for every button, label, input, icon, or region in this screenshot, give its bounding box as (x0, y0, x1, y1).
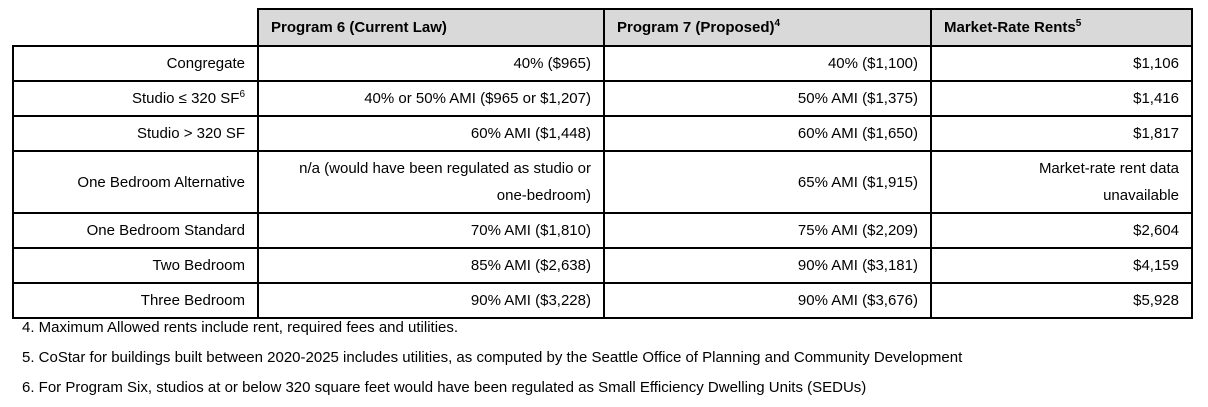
rent-comparison-table: Program 6 (Current Law) Program 7 (Propo… (12, 8, 1193, 319)
footnotes-section: 4. Maximum Allowed rents include rent, r… (22, 317, 1192, 407)
footnote-6: 6. For Program Six, studios at or below … (22, 379, 867, 396)
row-label: Three Bedroom (12, 282, 259, 319)
row-label-text: Studio ≤ 320 SF (131, 90, 240, 107)
cell-program6: 40% or 50% AMI ($965 or $1,207) (257, 80, 605, 117)
table-row-studio-small: Studio ≤ 320 SF6 40% or 50% AMI ($965 or… (12, 80, 1193, 117)
column-header-program7: Program 7 (Proposed)4 (603, 8, 932, 47)
cell-market-rate: $2,604 (930, 212, 1193, 249)
row-label-text: Studio > 320 SF (137, 125, 245, 142)
cell-program6: 70% AMI ($1,810) (257, 212, 605, 249)
cell-program6: 90% AMI ($3,228) (257, 282, 605, 319)
cell-program6: 40% ($965) (257, 45, 605, 82)
row-label-text: One Bedroom Alternative (77, 173, 245, 191)
table-row-congregate: Congregate 40% ($965) 40% ($1,100) $1,10… (12, 45, 1193, 82)
row-label: Two Bedroom (12, 247, 259, 284)
cell-market-rate: $1,416 (930, 80, 1193, 117)
cell-program7: 50% AMI ($1,375) (603, 80, 932, 117)
cell-program6: n/a (would have been regulated as studio… (257, 150, 605, 214)
footnote-ref-6: 6 (239, 89, 245, 100)
cell-market-rate: $5,928 (930, 282, 1193, 319)
footnote-ref-4: 4 (774, 18, 781, 29)
column-header-label: Program 6 (Current Law) (271, 19, 447, 36)
footnote-5: 5. CoStar for buildings built between 20… (22, 349, 963, 366)
row-label-text: Two Bedroom (152, 257, 245, 274)
column-header-label: Market-Rate Rents (944, 19, 1076, 36)
column-header-program6: Program 6 (Current Law) (257, 8, 605, 47)
row-label-text: Three Bedroom (140, 292, 245, 309)
cell-market-rate: $1,817 (930, 115, 1193, 152)
row-label-text: One Bedroom Standard (86, 222, 245, 239)
cell-market-rate: Market-rate rent data unavailable (930, 150, 1193, 214)
cell-market-rate: $4,159 (930, 247, 1193, 284)
cell-program7: 40% ($1,100) (603, 45, 932, 82)
footnote-ref-5: 5 (1075, 18, 1082, 29)
column-header-label: Program 7 (Proposed) (617, 19, 775, 36)
row-label: One Bedroom Standard (12, 212, 259, 249)
row-label: Studio > 320 SF (12, 115, 259, 152)
row-label: Congregate (12, 45, 259, 82)
cell-program6: 60% AMI ($1,448) (257, 115, 605, 152)
cell-program7: 75% AMI ($2,209) (603, 212, 932, 249)
table-row-studio-large: Studio > 320 SF 60% AMI ($1,448) 60% AMI… (12, 115, 1193, 152)
header-row: Program 6 (Current Law) Program 7 (Propo… (13, 8, 1193, 47)
table-row-one-bedroom-standard: One Bedroom Standard 70% AMI ($1,810) 75… (12, 212, 1193, 249)
cell-program7: 60% AMI ($1,650) (603, 115, 932, 152)
cell-program6: 85% AMI ($2,638) (257, 247, 605, 284)
cell-program7: 65% AMI ($1,915) (603, 150, 932, 214)
cell-program7: 90% AMI ($3,676) (603, 282, 932, 319)
row-label: One Bedroom Alternative (12, 150, 259, 214)
table-row-three-bedroom: Three Bedroom 90% AMI ($3,228) 90% AMI (… (12, 282, 1193, 319)
footnote-4: 4. Maximum Allowed rents include rent, r… (22, 319, 459, 336)
cell-market-rate: $1,106 (930, 45, 1193, 82)
table-row-two-bedroom: Two Bedroom 85% AMI ($2,638) 90% AMI ($3… (12, 247, 1193, 284)
corner-empty-cell (13, 9, 258, 46)
row-label-text: Congregate (166, 55, 245, 72)
column-header-market-rate: Market-Rate Rents5 (930, 8, 1193, 47)
cell-program7: 90% AMI ($3,181) (603, 247, 932, 284)
table-row-one-bedroom-alternative: One Bedroom Alternative n/a (would have … (12, 150, 1193, 214)
row-label: Studio ≤ 320 SF6 (12, 80, 259, 117)
